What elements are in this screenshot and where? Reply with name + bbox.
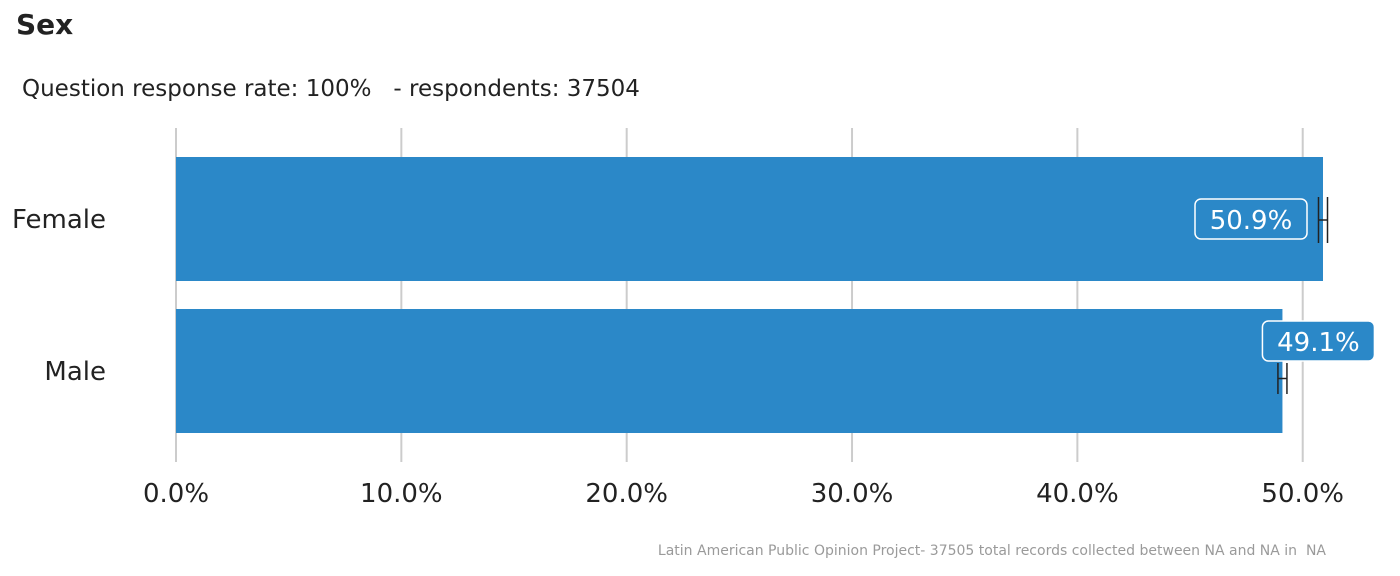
chart-caption: Latin American Public Opinion Project- 3… — [657, 543, 1326, 559]
bar-male — [176, 309, 1283, 433]
category-label: Male — [44, 357, 106, 387]
data-labels: 50.9% 49.1% — [1194, 198, 1376, 362]
bar-chart: 50.9% 49.1% Female Male 0.0% 10.0% 20.0% 30.0… — [12, 128, 1376, 509]
bars — [176, 157, 1323, 433]
x-axis-tick-labels: 0.0% 10.0% 20.0% 30.0% 40.0% 50.0% — [143, 479, 1344, 509]
x-tick-label: 20.0% — [585, 479, 668, 509]
category-labels: Female Male — [12, 205, 106, 387]
chart-subtitle: Question response rate: 100% - responden… — [22, 76, 640, 102]
error-bars — [1277, 197, 1329, 394]
x-tick-label: 30.0% — [811, 479, 894, 509]
chart-title: Sex — [16, 8, 74, 41]
data-label: 49.1% — [1277, 328, 1360, 358]
x-tick-label: 10.0% — [360, 479, 443, 509]
bar-female — [176, 157, 1323, 281]
x-tick-label: 40.0% — [1036, 479, 1119, 509]
data-label: 50.9% — [1210, 206, 1293, 236]
x-tick-label: 50.0% — [1261, 479, 1344, 509]
data-label-box — [1261, 320, 1376, 362]
data-label-box — [1194, 198, 1308, 240]
category-label: Female — [12, 205, 106, 235]
x-tick-label: 0.0% — [143, 479, 209, 509]
